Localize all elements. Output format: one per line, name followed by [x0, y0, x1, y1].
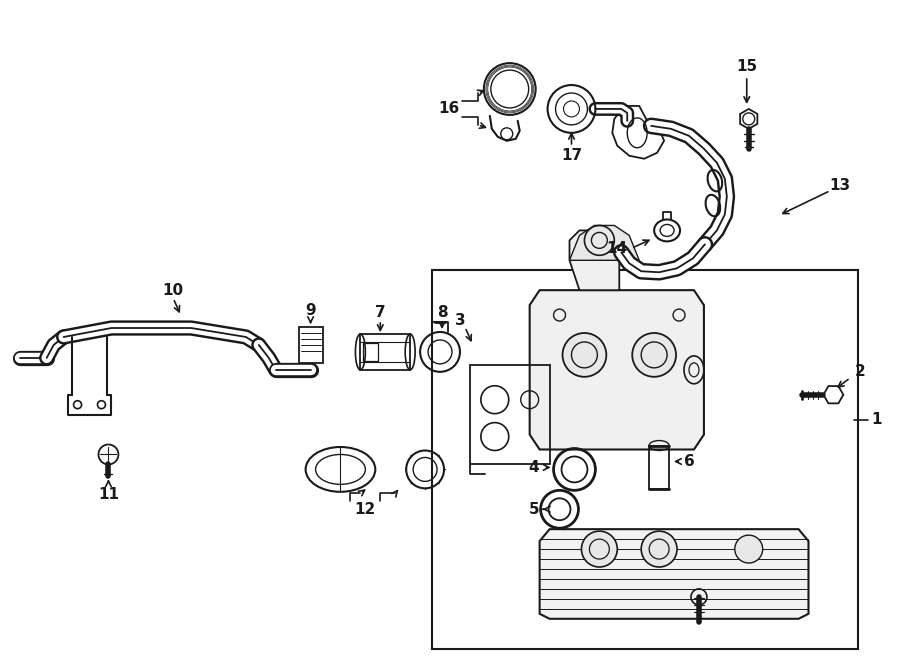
- Bar: [299, 327, 322, 363]
- Polygon shape: [530, 290, 704, 449]
- Text: 11: 11: [98, 487, 119, 502]
- Text: 10: 10: [163, 283, 184, 298]
- Text: 8: 8: [436, 305, 447, 320]
- Text: 13: 13: [830, 178, 850, 193]
- Text: 2: 2: [855, 364, 866, 379]
- Text: 3: 3: [454, 312, 465, 328]
- Bar: [649, 446, 669, 489]
- Text: 5: 5: [528, 502, 539, 517]
- Circle shape: [581, 531, 617, 567]
- Text: 12: 12: [355, 502, 376, 517]
- Polygon shape: [570, 226, 639, 260]
- Text: 4: 4: [528, 460, 539, 475]
- Bar: [470, 365, 550, 465]
- Text: 17: 17: [561, 148, 582, 164]
- Bar: [432, 270, 859, 649]
- Text: 16: 16: [438, 101, 460, 117]
- Bar: [364, 343, 378, 361]
- Bar: [360, 334, 410, 370]
- Circle shape: [734, 535, 762, 563]
- Circle shape: [641, 531, 677, 567]
- Circle shape: [632, 333, 676, 377]
- Circle shape: [562, 333, 607, 377]
- Polygon shape: [540, 529, 808, 619]
- Text: 9: 9: [305, 303, 316, 318]
- Text: 14: 14: [607, 241, 628, 256]
- Text: 7: 7: [375, 305, 385, 320]
- Text: 15: 15: [736, 59, 757, 73]
- Polygon shape: [570, 230, 619, 290]
- Text: 1: 1: [871, 412, 881, 427]
- Text: 6: 6: [684, 454, 695, 469]
